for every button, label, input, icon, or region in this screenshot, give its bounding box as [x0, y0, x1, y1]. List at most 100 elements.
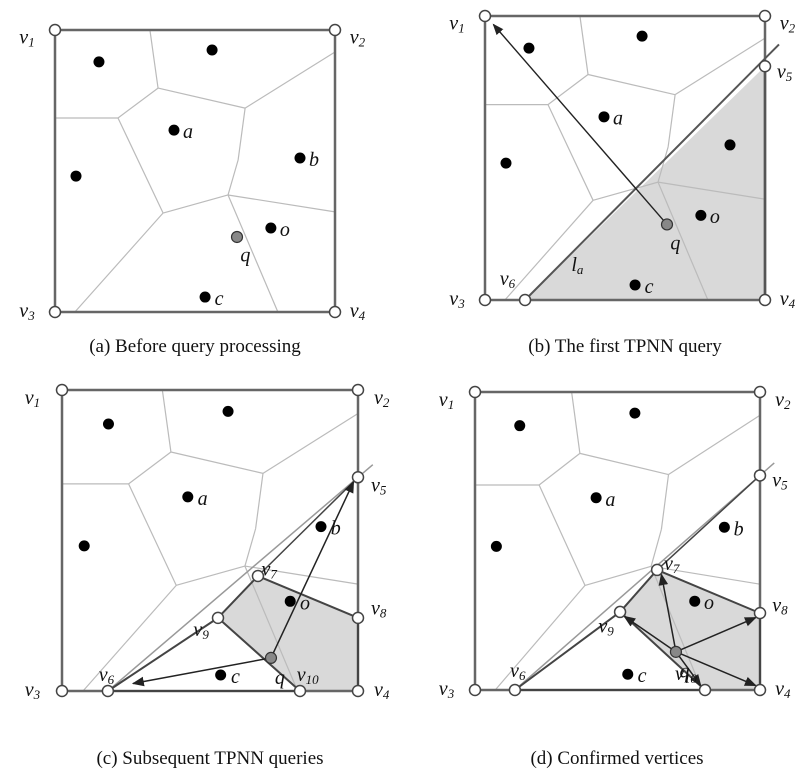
label-subscript: 4	[789, 296, 796, 311]
label-text: c	[231, 666, 240, 688]
label-subscript: 4	[359, 308, 366, 323]
label-text: v	[350, 300, 359, 322]
label-text: v	[772, 469, 781, 491]
label-text: v	[99, 664, 108, 686]
voronoi-edge	[244, 565, 299, 692]
label: v3	[25, 679, 41, 702]
vertex	[48, 23, 62, 37]
voronoi-edge	[660, 474, 670, 530]
voronoi-edge	[128, 451, 172, 485]
label: c	[645, 275, 654, 297]
label: v4	[350, 300, 366, 323]
label: a	[198, 487, 208, 509]
label: a	[613, 107, 623, 129]
region-edge	[656, 474, 761, 571]
label: v1	[439, 389, 454, 412]
voronoi-edge	[667, 94, 676, 148]
label: v1	[449, 12, 464, 35]
label: o	[704, 592, 714, 614]
label-text: b	[734, 518, 744, 540]
voronoi-edge	[587, 73, 676, 96]
label-text: a	[605, 488, 615, 510]
voronoi-edge	[162, 194, 229, 214]
data-point	[622, 668, 634, 680]
label: v4	[374, 679, 390, 702]
label: q	[240, 244, 250, 266]
border	[53, 28, 337, 314]
label-text: v	[25, 387, 34, 409]
vertex	[351, 684, 365, 698]
voronoi-edge	[538, 484, 586, 586]
voronoi-edge	[674, 37, 766, 96]
vertex	[351, 611, 365, 625]
label: v7	[664, 552, 680, 575]
data-point	[523, 42, 535, 54]
label-subscript: 5	[786, 69, 793, 84]
vertex	[468, 683, 482, 697]
data-point	[206, 44, 218, 56]
vertex	[468, 385, 482, 399]
vertex	[251, 569, 265, 583]
data-point	[199, 291, 211, 303]
voronoi-edge	[244, 565, 359, 585]
label-text: v	[374, 387, 383, 409]
data-point	[70, 170, 82, 182]
label-subscript: 6	[108, 672, 115, 687]
voronoi-edge	[227, 194, 336, 213]
region-edge	[217, 617, 301, 692]
vertex	[758, 60, 772, 73]
label: v5	[772, 469, 788, 492]
label-subscript: 7	[673, 561, 680, 576]
label: v9	[193, 618, 209, 641]
label-subscript: 4	[383, 687, 390, 702]
label: a	[183, 121, 193, 143]
label-subscript: 1	[28, 34, 35, 49]
vertex	[293, 684, 307, 698]
data-point	[500, 157, 512, 169]
label-text: v	[510, 660, 519, 682]
data-point	[514, 420, 526, 432]
vertex	[758, 9, 772, 23]
voronoi-edge	[117, 117, 164, 214]
data-point	[724, 139, 736, 151]
data-point	[629, 407, 641, 419]
caption: (b) The first TPNN query	[528, 336, 722, 357]
label-text: v	[371, 474, 380, 496]
label-text: v	[350, 26, 359, 48]
label-subscript: 8	[380, 606, 387, 621]
region-edge	[217, 575, 259, 619]
region-edge	[656, 568, 761, 615]
label-text: v	[449, 288, 458, 310]
label: q	[275, 667, 285, 689]
label-subscript: 9	[607, 623, 614, 638]
voronoi-edge	[571, 391, 581, 454]
label-subscript: 2	[789, 21, 796, 36]
label-text: o	[710, 206, 720, 228]
label: v2	[780, 12, 796, 35]
data-point	[315, 521, 327, 533]
label-text: v	[772, 594, 781, 616]
label-subscript: 6	[519, 668, 526, 683]
vertex	[698, 683, 712, 697]
voronoi-edge	[494, 585, 586, 691]
label: v6	[99, 664, 115, 687]
data-point	[182, 491, 194, 503]
label-text: v	[775, 678, 784, 700]
label: v4	[775, 678, 791, 701]
label-text: q	[275, 667, 285, 689]
label-text: v	[193, 618, 202, 640]
voronoi-edge	[82, 584, 177, 692]
region-edge	[107, 617, 219, 692]
label-text: v	[19, 26, 28, 48]
label-subscript: 10	[684, 671, 698, 686]
label: v3	[449, 288, 465, 311]
label: v1	[19, 26, 34, 49]
label-text: c	[638, 665, 647, 687]
label-text: v	[500, 268, 509, 290]
query-point	[230, 230, 244, 244]
data-point	[636, 30, 648, 42]
data-point	[294, 152, 306, 164]
